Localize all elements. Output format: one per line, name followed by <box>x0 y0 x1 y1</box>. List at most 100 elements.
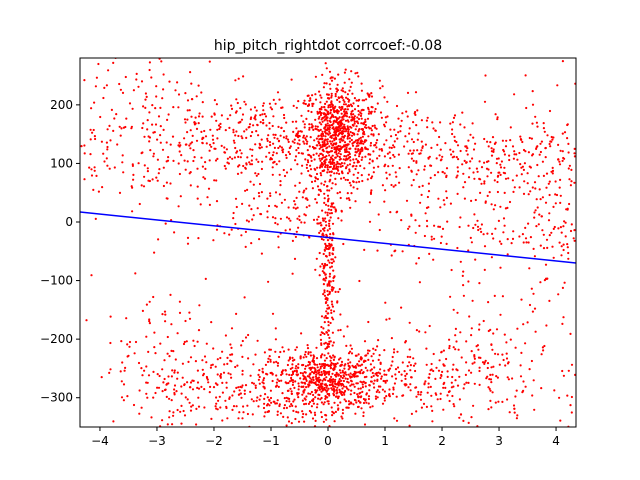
data-point <box>394 133 397 137</box>
data-point <box>357 171 360 174</box>
data-point <box>320 415 323 419</box>
data-point <box>346 192 349 195</box>
data-point <box>346 93 349 96</box>
data-point <box>264 411 267 414</box>
data-point <box>532 292 535 295</box>
data-point <box>383 369 386 372</box>
data-point <box>145 95 148 98</box>
data-point <box>124 366 127 369</box>
data-point <box>310 381 313 384</box>
data-point <box>278 404 281 408</box>
data-point <box>150 76 153 79</box>
data-point <box>566 137 569 140</box>
data-point <box>342 118 345 121</box>
data-point <box>196 185 199 188</box>
data-point <box>361 386 364 389</box>
data-point <box>180 404 183 407</box>
data-point <box>412 140 415 144</box>
data-point <box>306 159 309 162</box>
data-point <box>178 141 181 144</box>
data-point <box>362 380 365 383</box>
data-point <box>387 165 390 168</box>
data-point <box>439 159 442 162</box>
data-point <box>352 366 355 369</box>
data-point <box>393 146 396 149</box>
data-point <box>310 411 313 414</box>
data-point <box>470 416 473 419</box>
data-point <box>330 162 333 165</box>
data-point <box>234 365 237 369</box>
data-point <box>224 129 227 132</box>
data-point <box>414 362 417 365</box>
data-point <box>115 113 118 116</box>
data-point <box>323 365 326 368</box>
data-point <box>340 119 343 122</box>
data-point <box>312 398 315 401</box>
data-point <box>348 181 351 184</box>
data-point <box>526 182 529 185</box>
data-point <box>451 121 454 124</box>
data-point <box>439 241 442 245</box>
data-point <box>458 375 461 378</box>
data-point <box>342 385 346 388</box>
data-point <box>446 394 449 397</box>
data-point <box>370 92 373 95</box>
data-point <box>295 365 298 368</box>
data-point <box>113 117 116 120</box>
data-point <box>351 142 354 145</box>
data-point <box>412 121 415 124</box>
data-point <box>250 398 253 401</box>
data-point <box>516 327 519 330</box>
data-point <box>331 303 334 306</box>
data-point <box>302 412 305 416</box>
data-point <box>340 384 343 387</box>
data-point <box>527 222 530 225</box>
data-point <box>450 386 453 389</box>
data-point <box>234 134 237 137</box>
data-point <box>197 115 201 118</box>
data-point <box>381 184 384 187</box>
data-point <box>449 148 452 151</box>
data-point <box>332 286 335 289</box>
data-point <box>483 361 486 364</box>
data-point <box>241 137 244 140</box>
data-point <box>415 124 418 127</box>
data-point <box>207 381 210 384</box>
data-point <box>362 414 365 418</box>
data-point <box>366 352 369 355</box>
data-point <box>357 104 360 108</box>
data-point <box>273 146 276 149</box>
data-point <box>561 132 564 135</box>
data-point <box>341 96 344 99</box>
data-point <box>256 207 259 210</box>
data-point <box>358 155 361 158</box>
data-point <box>156 373 159 376</box>
data-point <box>550 231 553 234</box>
data-point <box>573 181 576 184</box>
data-point <box>316 389 319 392</box>
data-point <box>508 158 511 162</box>
data-point <box>201 115 204 118</box>
data-point <box>459 149 462 153</box>
data-point <box>313 355 316 358</box>
data-point <box>458 416 461 419</box>
data-point <box>194 116 197 119</box>
data-point <box>338 125 341 128</box>
data-point <box>172 159 175 162</box>
data-point <box>458 225 461 229</box>
data-point <box>519 163 522 166</box>
data-point <box>232 131 235 134</box>
data-point <box>483 137 486 141</box>
data-point <box>323 226 326 230</box>
data-point <box>319 367 322 370</box>
data-point <box>268 121 271 125</box>
data-point <box>321 138 324 141</box>
data-point <box>292 409 295 412</box>
data-point <box>335 148 338 151</box>
data-point <box>362 142 365 145</box>
data-point <box>334 363 338 366</box>
data-point <box>337 165 340 168</box>
data-point <box>148 320 151 323</box>
data-point <box>370 129 373 132</box>
data-point <box>371 159 374 162</box>
